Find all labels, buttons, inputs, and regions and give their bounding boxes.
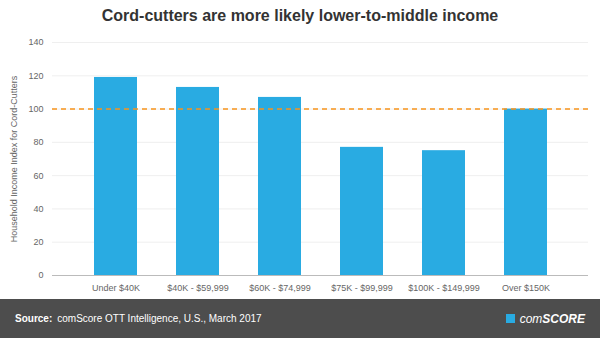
svg-text:140: 140: [28, 37, 43, 47]
svg-text:80: 80: [33, 137, 43, 147]
svg-text:$40K - $59,999: $40K - $59,999: [167, 283, 229, 293]
svg-text:$100K - $149,999: $100K - $149,999: [408, 283, 480, 293]
html-text:comScore OTT Intelligence, U.S: comScore OTT Intelligence, U.S., March 2…: [57, 313, 262, 324]
svg-text:40: 40: [33, 204, 43, 214]
svg-text:Over $150K: Over $150K: [502, 283, 550, 293]
svg-text:Under $40K: Under $40K: [92, 283, 140, 293]
svg-text:$60K - $74,999: $60K - $74,999: [249, 283, 311, 293]
html-text:Source:: Source:: [15, 313, 53, 324]
svg-text:0: 0: [38, 270, 43, 280]
svg-text:20: 20: [33, 237, 43, 247]
svg-text:100: 100: [28, 104, 43, 114]
html-text:com SCORE: com SCORE: [519, 311, 585, 326]
html-text:Cord-cutters are more likely l: Cord-cutters are more likely lower-to-mi…: [101, 7, 499, 24]
svg-text:120: 120: [28, 71, 43, 81]
svg-text:$75K - $99,999: $75K - $99,999: [331, 283, 393, 293]
svg-text:Household Income Index for Cor: Household Income Index for Cord-Cutters: [9, 75, 19, 242]
svg-text:60: 60: [33, 171, 43, 181]
